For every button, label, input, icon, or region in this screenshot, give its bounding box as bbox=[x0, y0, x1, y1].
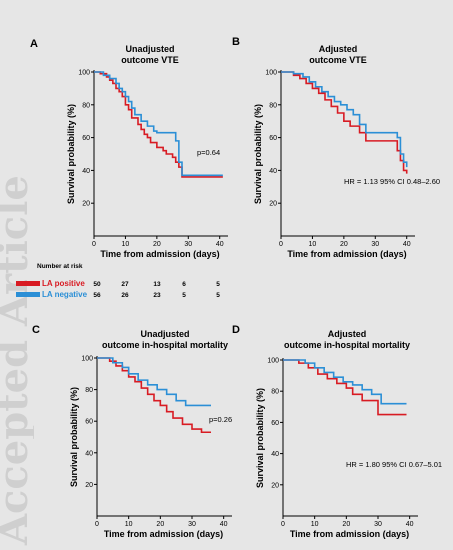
x-tick-label: 30 bbox=[374, 521, 382, 528]
y-tick-label: 20 bbox=[269, 201, 277, 208]
series-line-la-negative bbox=[281, 71, 408, 168]
y-tick-label: 60 bbox=[269, 135, 277, 142]
chart-annotation: p=0.26 bbox=[209, 415, 232, 424]
x-axis-label: Time from admission (days) bbox=[287, 249, 406, 259]
y-tick-label: 20 bbox=[82, 201, 90, 208]
x-tick-label: 20 bbox=[340, 241, 348, 248]
y-tick-label: 60 bbox=[271, 420, 279, 427]
risk-count: 26 bbox=[121, 292, 129, 299]
x-tick-label: 40 bbox=[403, 241, 411, 248]
risk-count: 5 bbox=[216, 281, 220, 288]
y-tick-label: 100 bbox=[265, 70, 277, 77]
y-axis-label: Survival probability (%) bbox=[255, 388, 265, 488]
x-tick-label: 0 bbox=[92, 241, 96, 248]
panel-letter: B bbox=[232, 36, 240, 48]
chart-title-line: outcome in-hospital mortality bbox=[102, 340, 228, 350]
y-axis-label: Survival probability (%) bbox=[253, 104, 263, 204]
y-tick-label: 100 bbox=[78, 70, 90, 77]
chart-title-line: outcome VTE bbox=[309, 55, 367, 65]
panel-letter: C bbox=[32, 324, 40, 336]
chart-title-line: outcome VTE bbox=[121, 55, 179, 65]
chart-title-line: outcome in-hospital mortality bbox=[284, 340, 410, 350]
chart-title-line: Adjusted bbox=[319, 44, 358, 54]
x-axis-label: Time from admission (days) bbox=[104, 529, 223, 539]
legend-label: LA negative bbox=[42, 290, 88, 299]
x-tick-label: 20 bbox=[156, 521, 164, 528]
risk-count: 23 bbox=[153, 292, 161, 299]
y-tick-label: 80 bbox=[82, 102, 90, 109]
y-tick-label: 40 bbox=[82, 168, 90, 175]
number-at-risk-table: Number at risk LA positive 50 27 13 6 5 LA nega… bbox=[16, 263, 220, 299]
x-tick-label: 0 bbox=[281, 521, 285, 528]
number-at-risk-heading: Number at risk bbox=[37, 263, 83, 270]
y-tick-label: 40 bbox=[269, 168, 277, 175]
y-tick-label: 80 bbox=[85, 387, 93, 394]
risk-count: 6 bbox=[182, 281, 186, 288]
y-axis-label: Survival probability (%) bbox=[69, 387, 79, 487]
panel-letter: A bbox=[30, 38, 38, 50]
chart-title-line: Unadjusted bbox=[125, 44, 174, 54]
x-tick-label: 0 bbox=[279, 241, 283, 248]
chart-annotation: HR = 1.80 95% CI 0.67–5.01 bbox=[346, 460, 442, 469]
series-line-la-positive bbox=[281, 71, 408, 174]
series-line-la-positive bbox=[283, 359, 407, 416]
y-tick-label: 100 bbox=[81, 356, 93, 363]
y-tick-label: 80 bbox=[271, 389, 279, 396]
risk-count: 13 bbox=[153, 281, 161, 288]
risk-count: 50 bbox=[93, 281, 101, 288]
x-tick-label: 10 bbox=[309, 241, 317, 248]
risk-count: 5 bbox=[182, 292, 186, 299]
legend-swatch-la-positive bbox=[16, 281, 40, 286]
x-axis-label: Time from admission (days) bbox=[100, 249, 219, 259]
series-line-la-negative bbox=[94, 71, 223, 177]
y-tick-label: 40 bbox=[85, 450, 93, 457]
chart-title-line: Adjusted bbox=[328, 329, 367, 339]
y-tick-label: 60 bbox=[85, 419, 93, 426]
series-line-la-positive bbox=[94, 71, 223, 178]
panel-letter: D bbox=[232, 324, 240, 336]
y-tick-label: 20 bbox=[271, 482, 279, 489]
x-tick-label: 40 bbox=[220, 521, 228, 528]
y-tick-label: 60 bbox=[82, 135, 90, 142]
x-tick-label: 10 bbox=[125, 521, 133, 528]
x-tick-label: 20 bbox=[342, 521, 350, 528]
y-tick-label: 20 bbox=[85, 482, 93, 489]
y-tick-label: 40 bbox=[271, 451, 279, 458]
x-tick-label: 10 bbox=[122, 241, 130, 248]
series-line-la-negative bbox=[97, 357, 211, 407]
x-tick-label: 30 bbox=[184, 241, 192, 248]
y-tick-label: 100 bbox=[267, 358, 279, 365]
x-tick-label: 30 bbox=[371, 241, 379, 248]
risk-count: 27 bbox=[121, 281, 129, 288]
risk-count: 56 bbox=[93, 292, 101, 299]
series-line-la-positive bbox=[97, 357, 211, 434]
y-tick-label: 80 bbox=[269, 102, 277, 109]
risk-count: 5 bbox=[216, 292, 220, 299]
x-tick-label: 40 bbox=[216, 241, 224, 248]
chart-annotation: HR = 1.13 95% CI 0.48–2.60 bbox=[344, 177, 440, 186]
x-tick-label: 20 bbox=[153, 241, 161, 248]
x-axis-label: Time from admission (days) bbox=[290, 529, 409, 539]
legend-swatch-la-negative bbox=[16, 292, 40, 297]
legend-label: LA positive bbox=[42, 279, 85, 288]
chart-title-line: Unadjusted bbox=[140, 329, 189, 339]
x-tick-label: 10 bbox=[311, 521, 319, 528]
x-tick-label: 0 bbox=[95, 521, 99, 528]
chart-annotation: p=0.64 bbox=[197, 148, 220, 157]
y-axis-label: Survival probability (%) bbox=[66, 104, 76, 204]
series-line-la-negative bbox=[283, 359, 407, 405]
x-tick-label: 40 bbox=[406, 521, 414, 528]
x-tick-label: 30 bbox=[188, 521, 196, 528]
